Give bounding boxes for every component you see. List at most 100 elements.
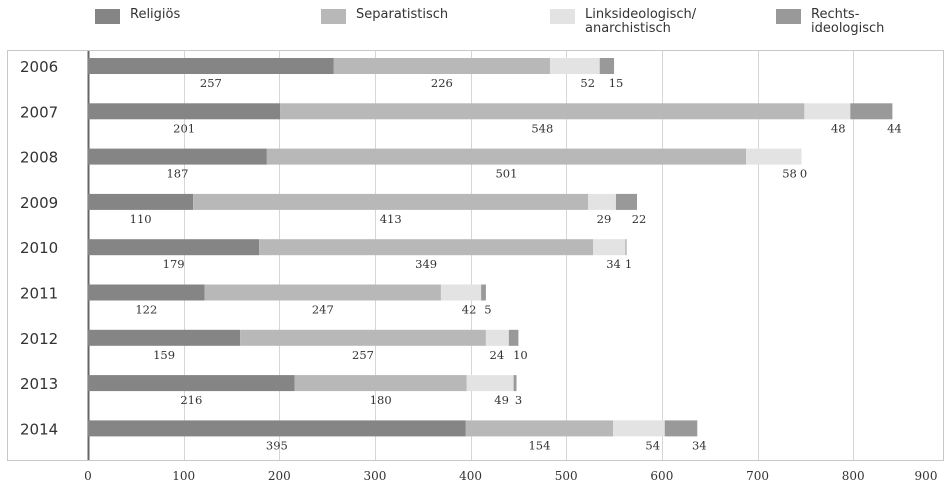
- bar-segment: [259, 239, 594, 256]
- data-label: 42: [462, 303, 477, 317]
- legend-item: Religiös: [95, 8, 180, 24]
- y-tick-label: 2006: [20, 58, 58, 76]
- bar-segment: [88, 329, 241, 346]
- y-tick-label: 2012: [20, 330, 58, 348]
- data-label: 154: [528, 438, 550, 452]
- legend-swatch: [321, 9, 346, 24]
- x-tick-label: 0: [84, 469, 92, 483]
- bar-segment: [664, 420, 698, 437]
- bar-segment: [466, 375, 514, 392]
- bar-segment: [485, 329, 509, 346]
- bar-segment: [88, 375, 295, 392]
- y-tick-label: 2007: [20, 103, 58, 121]
- data-label: 180: [370, 393, 392, 407]
- data-label: 413: [380, 212, 402, 226]
- bar-segment: [88, 193, 194, 210]
- bar-segment: [88, 148, 267, 165]
- legend-swatch: [776, 9, 801, 24]
- x-tick-label: 200: [268, 469, 291, 483]
- legend-label: Linksideologisch/ anarchistisch: [585, 7, 697, 36]
- bar-segment: [615, 193, 638, 210]
- legend-item: Rechts- ideologisch: [776, 8, 884, 36]
- bar-segment: [88, 420, 466, 437]
- data-label: 52: [580, 76, 595, 90]
- y-tick-label: 2011: [20, 285, 58, 303]
- y-tick-label: 2014: [20, 420, 58, 438]
- plot-frame: [7, 50, 944, 461]
- data-label: 10: [513, 348, 528, 362]
- bar-segment: [88, 239, 260, 256]
- data-label: 349: [415, 257, 437, 271]
- y-tick-label: 2010: [20, 239, 58, 257]
- data-label: 548: [531, 121, 553, 135]
- data-label: 159: [153, 348, 175, 362]
- data-label: 3: [515, 393, 522, 407]
- bar-segment: [193, 193, 589, 210]
- y-tick-label: 2009: [20, 194, 58, 212]
- data-label: 34: [692, 438, 707, 452]
- bar-segment: [440, 284, 482, 301]
- bar-segment: [481, 284, 486, 301]
- x-tick-label: 600: [650, 469, 673, 483]
- data-label: 501: [495, 167, 517, 181]
- y-tick-label: 2013: [20, 375, 58, 393]
- data-label: 257: [200, 76, 222, 90]
- y-tick-label: 2008: [20, 149, 58, 167]
- x-tick-label: 300: [363, 469, 386, 483]
- data-label: 0: [800, 167, 807, 181]
- data-label: 29: [597, 212, 612, 226]
- bar-segment: [625, 239, 627, 256]
- bar-segment: [88, 103, 281, 120]
- bar-segment: [280, 103, 805, 120]
- x-tick-label: 900: [915, 469, 938, 483]
- data-label: 187: [166, 167, 188, 181]
- bar-segment: [88, 284, 205, 301]
- data-label: 54: [645, 438, 660, 452]
- data-label: 58: [782, 167, 797, 181]
- data-label: 257: [352, 348, 374, 362]
- data-label: 49: [494, 393, 509, 407]
- data-label: 216: [180, 393, 202, 407]
- data-label: 179: [163, 257, 185, 271]
- bar-segment: [599, 58, 615, 74]
- x-tick-label: 700: [746, 469, 769, 483]
- bar-segment: [549, 58, 600, 74]
- data-label: 395: [266, 438, 288, 452]
- data-label: 22: [632, 212, 647, 226]
- bar-segment: [850, 103, 893, 120]
- bar-segment: [266, 148, 747, 165]
- bar-segment: [465, 420, 614, 437]
- bar-segment: [88, 58, 334, 74]
- data-label: 1: [625, 257, 632, 271]
- bar-segment: [593, 239, 626, 256]
- bar-segment: [513, 375, 517, 392]
- bar-segment: [804, 103, 851, 120]
- chart-legend: Religiös Separatistisch Linksideologisch/ …: [0, 0, 946, 48]
- data-label: 48: [831, 121, 846, 135]
- bar-segment: [588, 193, 616, 210]
- bar-segment: [204, 284, 441, 301]
- data-label: 247: [312, 303, 334, 317]
- data-label: 24: [490, 348, 505, 362]
- data-label: 122: [135, 303, 157, 317]
- legend-item: Separatistisch: [321, 8, 448, 24]
- data-label: 44: [887, 121, 902, 135]
- legend-label: Religiös: [130, 7, 181, 22]
- bar-segment: [508, 329, 519, 346]
- legend-swatch: [95, 9, 120, 24]
- x-tick-label: 400: [459, 469, 482, 483]
- legend-label: Rechts- ideologisch: [811, 7, 885, 36]
- x-tick-label: 800: [842, 469, 865, 483]
- data-label: 226: [431, 76, 453, 90]
- data-label: 5: [484, 303, 491, 317]
- x-tick-label: 100: [172, 469, 195, 483]
- legend-swatch: [550, 9, 575, 24]
- data-label: 201: [173, 121, 195, 135]
- bar-segment: [613, 420, 665, 437]
- data-label: 34: [606, 257, 621, 271]
- legend-item: Linksideologisch/ anarchistisch: [550, 8, 696, 36]
- data-label: 110: [130, 212, 152, 226]
- legend-label: Separatistisch: [356, 7, 449, 22]
- data-label: 15: [609, 76, 624, 90]
